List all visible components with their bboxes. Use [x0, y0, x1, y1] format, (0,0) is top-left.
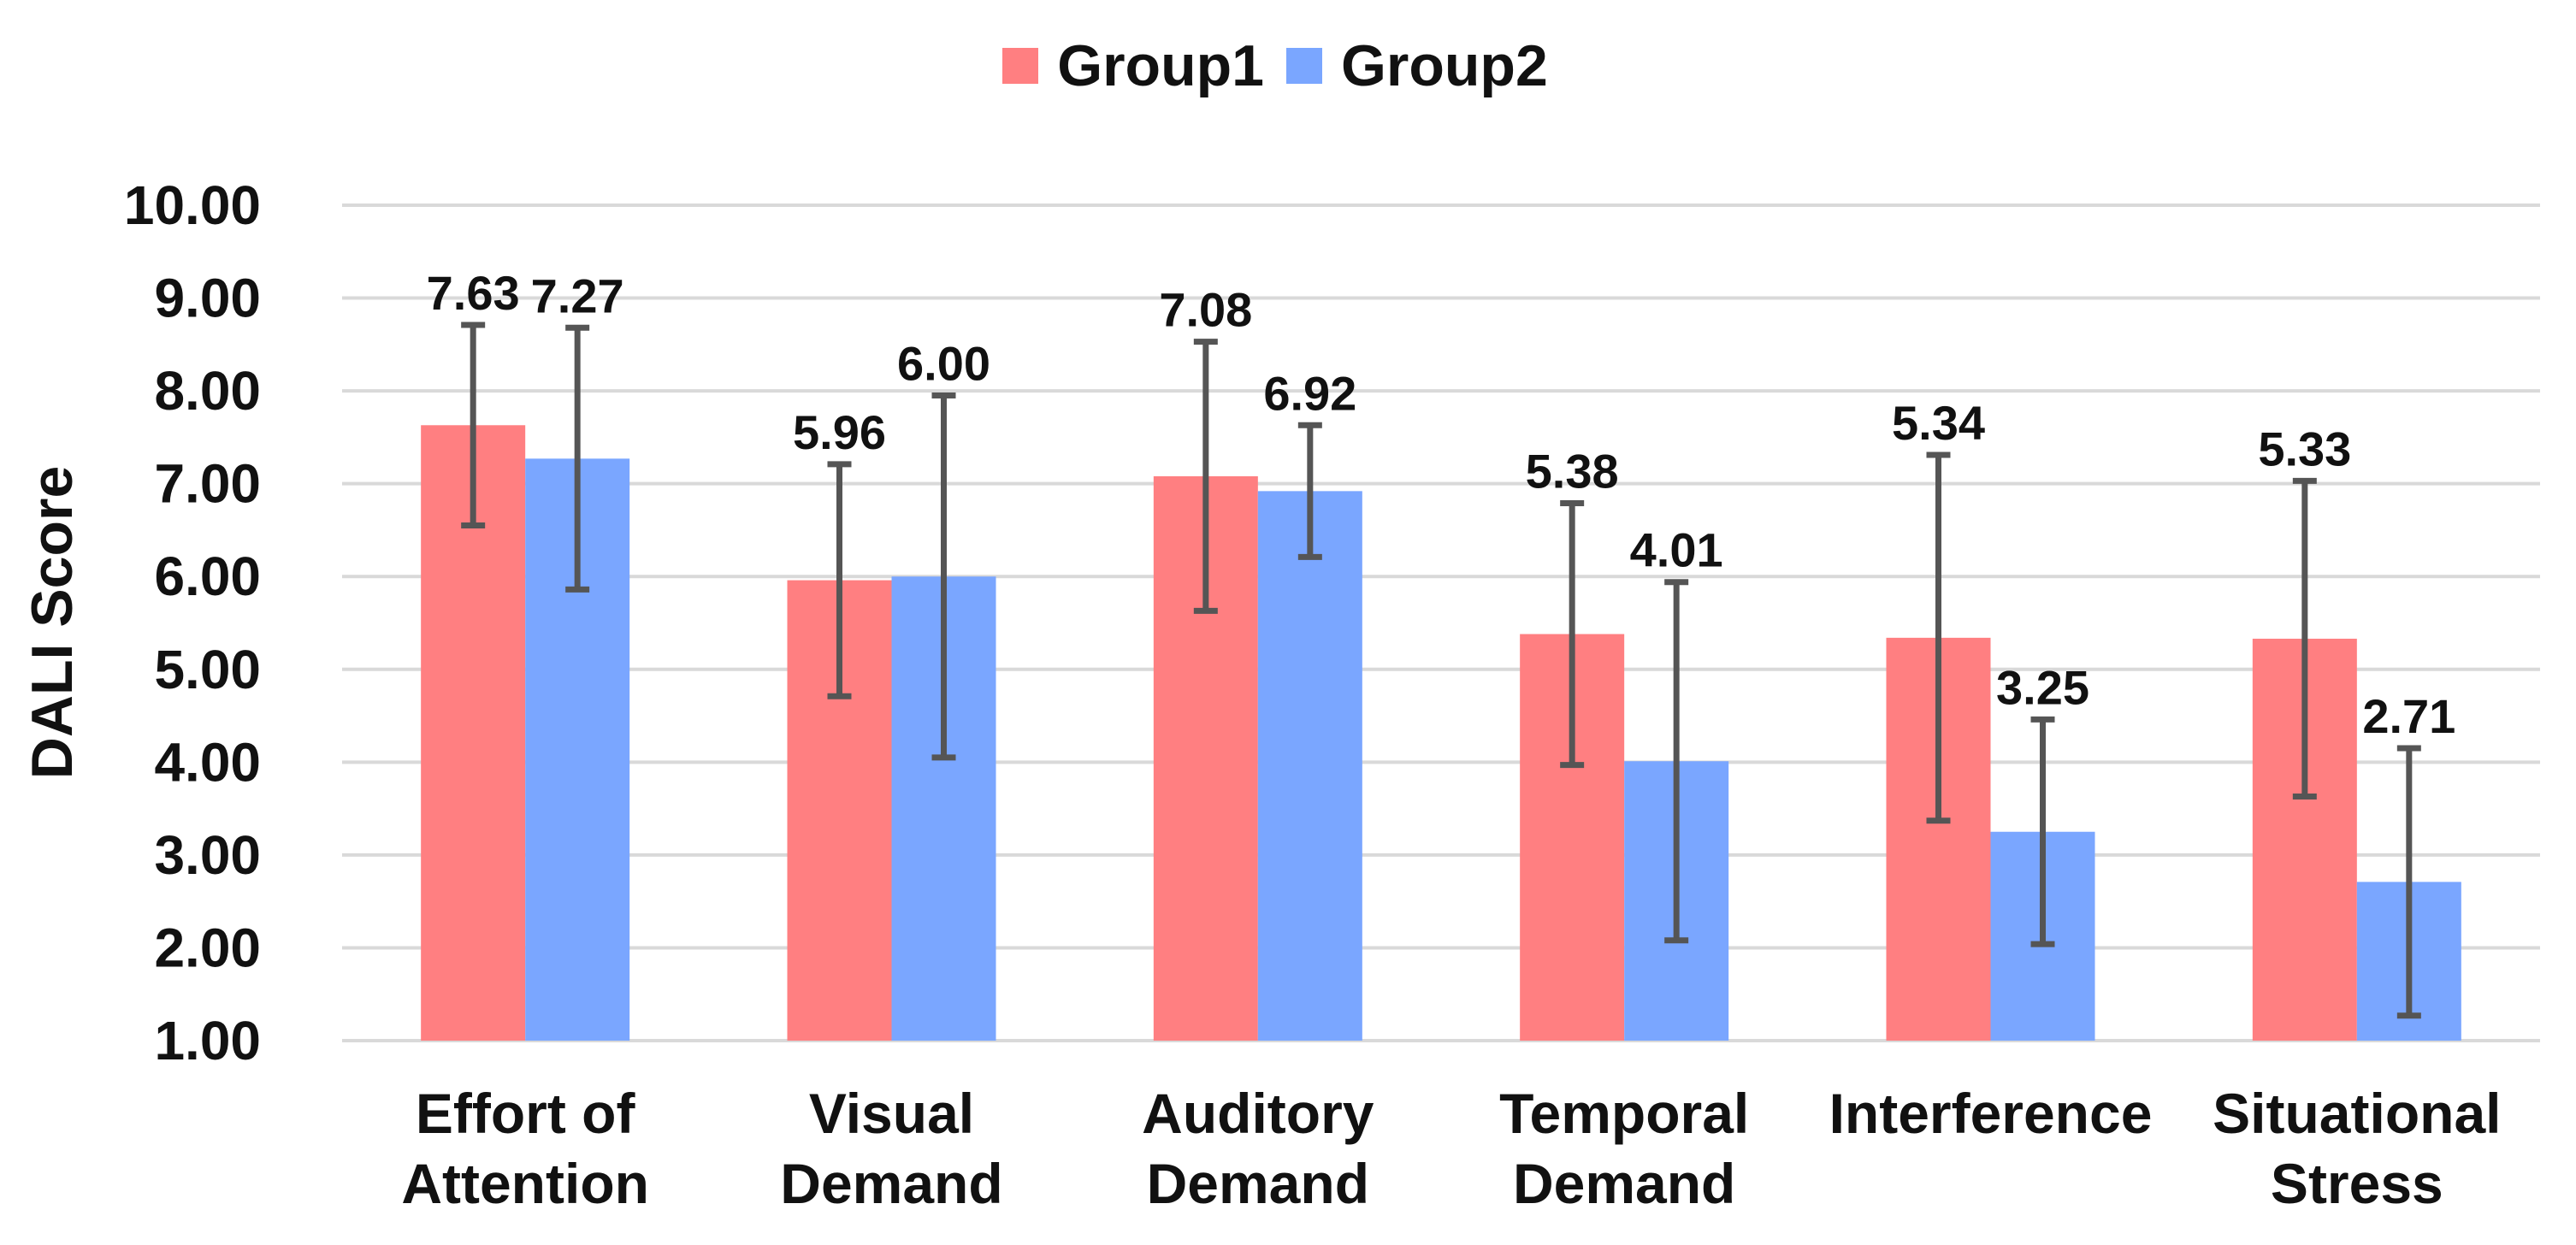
y-tick-label: 1.00: [154, 1010, 261, 1071]
y-axis-ticks: 1.00 2.00 3.00 4.00 5.00 6.00 7.00 8.00 9.00 10.0…: [124, 174, 261, 1071]
bar-group2-2: [1257, 491, 1362, 1041]
legend: Group1 Group2: [0, 32, 2576, 99]
x-tick-label: Interference: [1829, 1082, 2153, 1145]
error-bars: [461, 322, 2421, 1019]
y-tick-label: 9.00: [154, 268, 261, 329]
y-tick-label: 2.00: [154, 917, 261, 978]
y-tick-label: 8.00: [154, 360, 261, 422]
legend-label-group1: Group1: [1057, 33, 1264, 98]
y-tick-label: 7.00: [154, 453, 261, 515]
legend-swatch-group1: [1002, 48, 1039, 84]
legend-swatch-group2: [1286, 48, 1322, 84]
legend-label-group2: Group2: [1341, 33, 1548, 98]
data-label-group1-5: 5.33: [2258, 422, 2351, 475]
y-tick-label: 10.00: [124, 174, 261, 236]
data-label-group1-1: 5.96: [793, 405, 886, 459]
y-axis-label: DALI Score: [20, 466, 85, 780]
y-tick-label: 5.00: [154, 639, 261, 700]
y-tick-label: 3.00: [154, 824, 261, 886]
data-label-group2-0: 7.27: [531, 268, 624, 322]
x-tick-label: Situational Stress: [2213, 1082, 2501, 1215]
x-axis-ticks: Effort of Attention Visual Demand Auditory De…: [401, 1082, 2501, 1215]
y-tick-label: 6.00: [154, 546, 261, 607]
data-label-group1-0: 7.63: [427, 266, 520, 320]
data-label-group1-4: 5.34: [1892, 396, 1985, 450]
x-tick-label: Effort of Attention: [401, 1082, 649, 1215]
data-label-group1-2: 7.08: [1159, 283, 1252, 337]
data-label-group2-5: 2.71: [2362, 689, 2455, 743]
data-label-group2-3: 4.01: [1630, 523, 1723, 577]
data-label-group2-2: 6.92: [1263, 366, 1356, 420]
x-tick-label: Visual Demand: [780, 1082, 1002, 1215]
data-label-group2-4: 3.25: [1996, 660, 2089, 714]
bars: [421, 425, 2461, 1041]
legend-item-group2[interactable]: Group2: [1286, 32, 1548, 99]
gridlines: [342, 204, 2540, 1042]
legend-item-group1[interactable]: Group1: [1002, 32, 1264, 99]
y-tick-label: 4.00: [154, 731, 261, 793]
data-labels: 7.63 5.96 7.08 5.38 5.34 5.33 7.27 6.00 6.92 4.01…: [427, 266, 2456, 743]
data-label-group2-1: 6.00: [897, 337, 990, 391]
x-tick-label: Auditory Demand: [1142, 1082, 1374, 1215]
x-tick-label: Temporal Demand: [1499, 1082, 1749, 1215]
data-label-group1-3: 5.38: [1526, 444, 1619, 498]
